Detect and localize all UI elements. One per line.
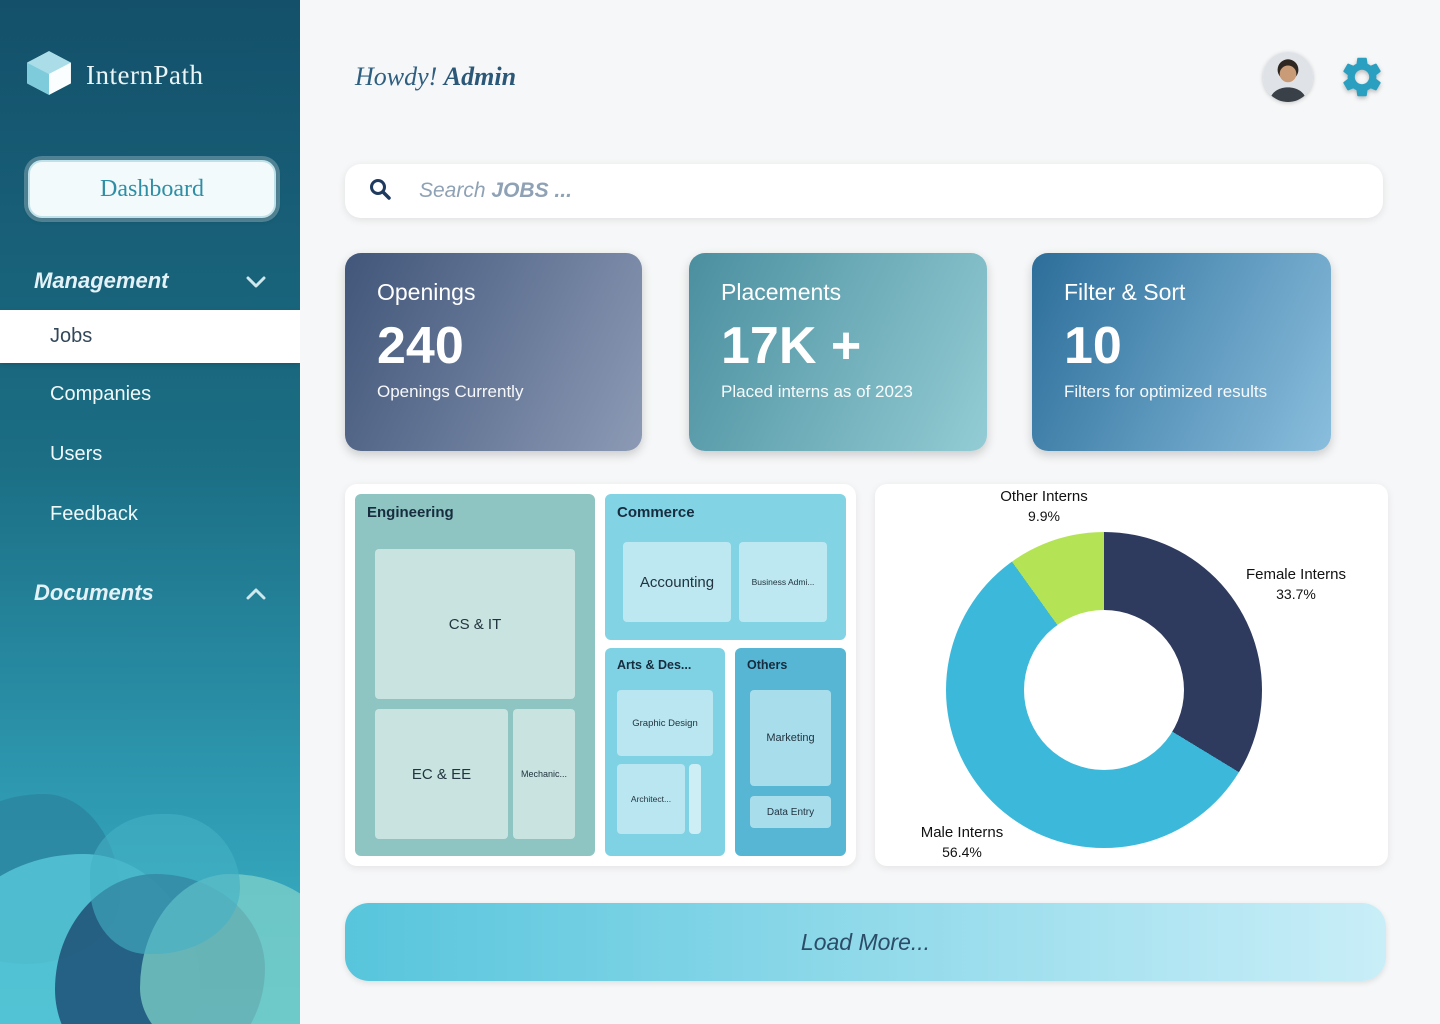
user-avatar[interactable] [1263,52,1313,102]
chevron-down-icon [246,268,266,294]
search-icon [367,176,393,207]
search-input[interactable]: Search JOBS ... [345,164,1383,218]
sidebar-item-companies[interactable]: Companies [50,383,152,405]
stat-title: Placements [721,279,842,305]
treemap-group-label: Commerce [617,504,695,521]
greeting-username: Admin [443,62,517,91]
treemap-cell-architecture[interactable]: Architect... [617,764,685,834]
logo-cube-icon [24,48,74,103]
treemap-cell-business-admin[interactable]: Business Admi... [739,542,827,622]
management-label: Management [34,268,169,293]
nav-section-documents[interactable]: Documents [0,572,300,614]
chevron-up-icon [246,580,266,606]
load-more-button[interactable]: Load More... [345,903,1386,981]
treemap-cell-small [689,764,701,834]
stat-subtitle: Placed interns as of 2023 [721,382,913,401]
treemap-group-label: Arts & Des... [617,658,692,672]
stat-card-openings: Openings 240 Openings Currently [345,253,642,451]
nav-section-management[interactable]: Management [0,260,300,302]
stat-value: 10 [1064,317,1122,375]
treemap-panel: Engineering CS & IT EC & EE Mechanic... … [345,484,856,866]
treemap-cell-data-entry[interactable]: Data Entry [750,796,831,828]
sidebar-item-users[interactable]: Users [50,443,103,465]
donut-label-male: Male Interns 56.4% [920,824,1004,860]
donut-panel: Other Interns 9.9% Female Interns 33.7% … [875,484,1388,866]
logo: InternPath [24,48,203,103]
decorative-blob [90,814,240,954]
stat-title: Filter & Sort [1064,279,1186,305]
search-placeholder: Search JOBS ... [419,179,572,202]
treemap-cell-marketing[interactable]: Marketing [750,690,831,786]
stat-subtitle: Openings Currently [377,382,524,401]
treemap-group-engineering: Engineering CS & IT EC & EE Mechanic... [355,494,595,856]
treemap-group-arts-design: Arts & Des... Graphic Design Architect..… [605,648,725,856]
greeting: Howdy! Admin [355,62,516,92]
treemap-cell-ec-ee[interactable]: EC & EE [375,709,508,839]
treemap-cell-accounting[interactable]: Accounting [623,542,731,622]
treemap-cell-cs-it[interactable]: CS & IT [375,549,575,699]
treemap-group-label: Engineering [367,504,454,521]
treemap-group-label: Others [747,658,788,672]
sidebar-item-feedback[interactable]: Feedback [50,503,138,525]
donut-chart [946,532,1262,848]
stat-card-placements: Placements 17K + Placed interns as of 20… [689,253,987,451]
treemap-cell-graphic-design[interactable]: Graphic Design [617,690,713,756]
stat-title: Openings [377,279,476,305]
sidebar: InternPath Dashboard Management Jobs Com… [0,0,300,1024]
logo-text: InternPath [86,60,204,90]
settings-gear-icon[interactable] [1338,53,1386,101]
main-content: Howdy! Admin Search JOBS ... Openings [300,0,1440,1024]
donut-label-other: Other Interns 9.9% [1000,488,1088,524]
treemap-group-others: Others Marketing Data Entry [735,648,846,856]
treemap-group-commerce: Commerce Accounting Business Admi... [605,494,846,640]
stat-value: 240 [377,317,464,375]
treemap-cell-mechanical[interactable]: Mechanic... [513,709,575,839]
documents-label: Documents [34,580,154,605]
greeting-prefix: Howdy! [355,62,438,91]
stat-subtitle: Filters for optimized results [1064,382,1268,401]
donut-label-female: Female Interns 33.7% [1245,566,1347,602]
sidebar-item-jobs[interactable]: Jobs [0,310,300,363]
stat-value: 17K + [721,317,862,375]
dashboard-button[interactable]: Dashboard [28,160,276,218]
stat-card-filter-sort[interactable]: Filter & Sort 10 Filters for optimized r… [1032,253,1331,451]
